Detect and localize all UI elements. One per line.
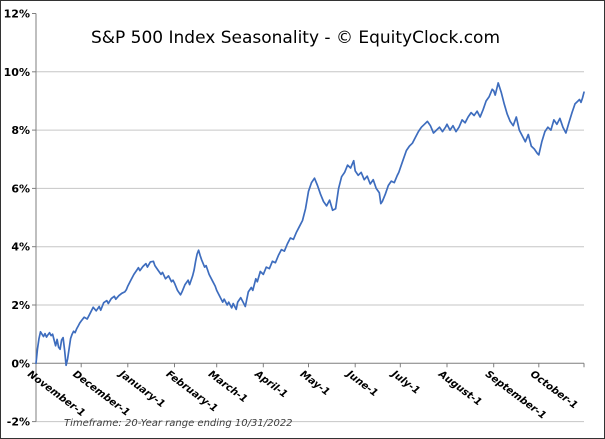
x-axis-label: August-1 xyxy=(435,368,483,408)
y-axis-label: 2% xyxy=(11,299,30,312)
y-axis-label: 10% xyxy=(4,66,30,79)
timeframe-note: Timeframe: 20-Year range ending 10/31/20… xyxy=(64,418,293,429)
y-axis-label: 0% xyxy=(11,357,30,370)
x-axis-label: April-1 xyxy=(252,368,290,400)
y-axis-label: 8% xyxy=(11,124,30,137)
y-axis-label: 6% xyxy=(11,182,30,195)
y-axis-label: 12% xyxy=(4,8,30,21)
seasonality-line xyxy=(35,82,585,367)
x-axis-label: May-1 xyxy=(298,369,332,398)
x-axis-label: July-1 xyxy=(388,368,422,397)
chart-title: S&P 500 Index Seasonality - © EquityCloc… xyxy=(90,28,501,48)
y-axis-label: -2% xyxy=(7,416,30,429)
x-axis-label: June-1 xyxy=(343,368,380,400)
y-axis-label: 4% xyxy=(11,241,30,254)
